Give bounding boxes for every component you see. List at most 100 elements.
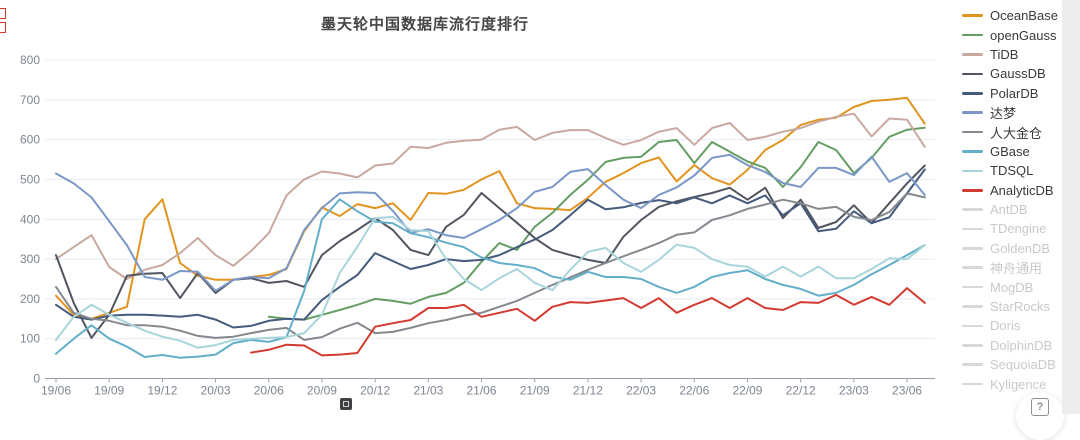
legend-label: GaussDB (990, 66, 1046, 82)
legend-line-icon (962, 53, 983, 56)
legend-label: 神舟通用 (990, 261, 1043, 277)
legend-line-icon (962, 285, 983, 289)
x-axis-label-20/12: 20/12 (360, 384, 390, 398)
legend-item-GBase[interactable]: GBase (962, 142, 1062, 161)
legend-label: TDengine (990, 221, 1047, 237)
legend-item-PolarDB[interactable]: PolarDB (962, 84, 1062, 103)
legend-item-TDSQL[interactable]: TDSQL (962, 161, 1062, 180)
legend-item-Doris[interactable]: Doris (962, 316, 1062, 335)
legend-item-GoldenDB[interactable]: GoldenDB (962, 239, 1062, 258)
legend-line-icon (962, 130, 983, 134)
x-axis-label-20/09: 20/09 (307, 384, 337, 398)
legend-line-icon (962, 169, 983, 173)
legend-item-人大金仓[interactable]: 人大金仓 (962, 122, 1062, 141)
legend-label: 人大金仓 (990, 125, 1043, 141)
legend-label: Kyligence (990, 376, 1047, 392)
legend-label: AntDB (990, 202, 1028, 218)
y-axis-label-600: 600 (20, 133, 40, 147)
legend-label: openGauss (990, 27, 1057, 43)
help-icon: ? (1031, 398, 1049, 416)
legend-line-icon (962, 188, 983, 192)
legend-label: PolarDB (990, 85, 1039, 101)
x-axis-label-23/03: 23/03 (839, 384, 869, 398)
chart-legend: OceanBase openGauss TiDB GaussDB PolarDB 达梦人大… (962, 6, 1062, 394)
watermark-icon (340, 398, 352, 410)
legend-item-MogDB[interactable]: MogDB (962, 277, 1062, 296)
legend-line-icon (962, 266, 983, 270)
legend-item-AnalyticDB[interactable]: AnalyticDB (962, 181, 1062, 200)
legend-label: GBase (990, 143, 1030, 159)
legend-line-icon (962, 344, 983, 347)
legend-line-icon (962, 324, 983, 328)
legend-label: AnalyticDB (990, 182, 1054, 198)
legend-item-Kyligence[interactable]: Kyligence (962, 374, 1062, 393)
legend-item-OceanBase[interactable]: OceanBase (962, 6, 1062, 25)
series-line-GBase[interactable] (55, 198, 926, 359)
legend-item-DolphinDB[interactable]: DolphinDB (962, 336, 1062, 355)
legend-label: SequoiaDB (990, 357, 1056, 373)
legend-item-openGauss[interactable]: openGauss (962, 25, 1062, 44)
legend-line-icon (962, 247, 983, 250)
series-line-TDSQL[interactable] (55, 215, 926, 349)
legend-label: StarRocks (990, 299, 1050, 315)
legend-label: OceanBase (990, 8, 1058, 24)
page-background-strip (1062, 0, 1080, 414)
y-axis-label-400: 400 (20, 212, 40, 226)
legend-line-icon (962, 111, 983, 114)
x-axis-label-21/09: 21/09 (520, 384, 550, 398)
chart-card: 墨天轮中国数据库流行度排行 0 100 200 300 400 500 600 700 800 1… (0, 6, 1062, 416)
x-axis-label-22/09: 22/09 (732, 384, 762, 398)
x-axis-label-22/06: 22/06 (679, 384, 709, 398)
x-axis-label-19/09: 19/09 (94, 384, 124, 398)
legend-line-icon (962, 150, 983, 153)
x-axis-label-19/12: 19/12 (147, 384, 177, 398)
clipped-red-mark-bottom (0, 22, 6, 33)
y-axis-label-500: 500 (20, 172, 40, 186)
legend-label: GoldenDB (990, 240, 1050, 256)
y-axis-label-700: 700 (20, 93, 40, 107)
y-axis-label-200: 200 (20, 292, 40, 306)
legend-item-TiDB[interactable]: TiDB (962, 45, 1062, 64)
legend-line-icon (962, 72, 983, 76)
x-axis-label-21/12: 21/12 (573, 384, 603, 398)
legend-label: DolphinDB (990, 337, 1053, 353)
x-axis-label-22/12: 22/12 (786, 384, 816, 398)
legend-item-SequoiaDB[interactable]: SequoiaDB (962, 355, 1062, 374)
legend-label: TiDB (990, 46, 1019, 62)
x-axis-label-19/06: 19/06 (41, 384, 71, 398)
legend-label: MogDB (990, 279, 1034, 295)
x-axis-label-21/03: 21/03 (413, 384, 443, 398)
legend-item-StarRocks[interactable]: StarRocks (962, 297, 1062, 316)
legend-line-icon (962, 208, 983, 211)
x-axis-label-21/06: 21/06 (467, 384, 497, 398)
legend-line-icon (962, 305, 983, 308)
legend-item-达梦[interactable]: 达梦 (962, 103, 1062, 122)
legend-item-TDengine[interactable]: TDengine (962, 219, 1062, 238)
series-line-AnalyticDB[interactable] (250, 287, 926, 357)
help-button[interactable]: ? (1016, 392, 1064, 440)
legend-line-icon (962, 227, 983, 231)
legend-label: Doris (990, 318, 1021, 334)
y-axis-label-300: 300 (20, 252, 40, 266)
x-axis-label-20/03: 20/03 (201, 384, 231, 398)
legend-label: TDSQL (990, 163, 1034, 179)
line-chart-plot-area: 0 100 200 300 400 500 600 700 800 19/06 19/09 19/12… (20, 53, 935, 398)
legend-item-AntDB[interactable]: AntDB (962, 200, 1062, 219)
series-line-PolarDB[interactable] (55, 168, 926, 329)
series-line-TiDB[interactable] (55, 112, 926, 280)
series-line-达梦[interactable] (55, 153, 926, 292)
legend-item-GaussDB[interactable]: GaussDB (962, 64, 1062, 83)
legend-line-icon (962, 14, 983, 17)
legend-line-icon (962, 91, 983, 95)
legend-line-icon (962, 33, 983, 37)
clipped-red-mark-top (0, 8, 6, 19)
legend-line-icon (962, 382, 983, 386)
legend-label: 达梦 (990, 106, 1017, 122)
x-axis-label-22/03: 22/03 (626, 384, 656, 398)
chart-title: 墨天轮中国数据库流行度排行 (320, 16, 529, 33)
legend-line-icon (962, 363, 983, 367)
series-line-人大金仓[interactable] (55, 192, 926, 341)
x-axis-label-20/06: 20/06 (254, 384, 284, 398)
legend-item-神舟通用[interactable]: 神舟通用 (962, 258, 1062, 277)
series-line-openGauss[interactable] (267, 126, 926, 321)
